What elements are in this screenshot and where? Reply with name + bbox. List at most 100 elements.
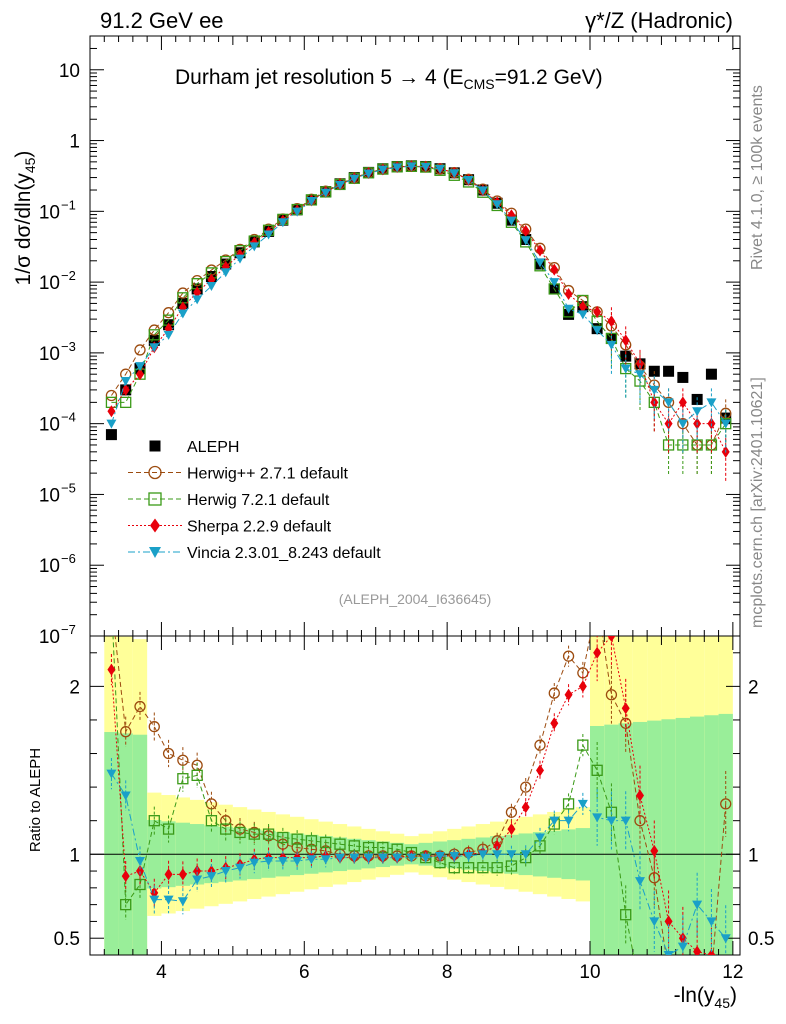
ratio-tick-label: 2	[69, 677, 80, 698]
y-tick-label: 10	[59, 61, 80, 82]
data-point	[564, 287, 573, 300]
ratio-point	[449, 851, 460, 861]
data-point	[506, 216, 517, 226]
ratio-point	[548, 687, 560, 699]
ratio-point	[606, 816, 617, 826]
legend-marker	[148, 465, 162, 480]
x-tick-label: 4	[156, 962, 167, 983]
data-point	[105, 429, 117, 441]
ratio-point	[578, 680, 587, 693]
series-line-1	[111, 165, 727, 446]
data-point	[263, 230, 274, 240]
ratio-point	[505, 806, 518, 818]
data-point	[306, 196, 317, 206]
band-inner	[118, 733, 133, 955]
legend-label: Sherpa 2.2.9 default	[187, 519, 332, 536]
series-line-2	[111, 165, 727, 446]
data-point	[335, 180, 345, 190]
y-tick-label: 10	[39, 556, 60, 577]
data-point	[677, 371, 689, 383]
data-point	[692, 407, 703, 417]
band-inner	[675, 717, 690, 955]
legend: ALEPH Herwig++ 2.7.1 default Herwig 7.2.1 …	[128, 439, 381, 562]
ratio-point	[163, 895, 174, 905]
legend-label: Vincia 2.3.01_8.243 default	[187, 545, 381, 562]
ratio-point	[492, 850, 503, 860]
data-point	[206, 282, 217, 292]
data-point	[621, 334, 630, 347]
data-point	[121, 383, 130, 396]
y-tick-label: 10	[39, 344, 60, 365]
main-series-layer	[105, 160, 732, 482]
y-tick-exponent: −3	[61, 339, 76, 354]
y-tick-label: 10	[39, 485, 60, 506]
data-point	[107, 405, 116, 418]
ratio-point	[605, 689, 618, 701]
ratio-uncertainty-bands	[104, 636, 733, 955]
data-point	[521, 224, 530, 237]
ratio-point	[234, 826, 246, 839]
ratio-point	[106, 769, 117, 779]
ratio-point	[306, 855, 317, 865]
ratio-point	[263, 856, 274, 866]
data-point	[563, 308, 575, 320]
ratio-point	[491, 862, 503, 874]
ratio-point	[120, 898, 132, 911]
x-tick-label: 10	[579, 962, 600, 983]
data-point	[193, 286, 202, 299]
y-tick-label: 10	[39, 273, 60, 294]
ratio-point	[277, 831, 289, 844]
data-point	[592, 326, 603, 336]
ratio-point	[121, 870, 130, 883]
data-point	[477, 186, 488, 196]
data-point	[363, 169, 374, 179]
mcplots-label: mcplots.cern.ch [arXiv:2401.10621]	[749, 377, 766, 628]
ratio-point	[392, 853, 403, 863]
rivet-version-label: Rivet 4.1.0, ≥ 100k events	[749, 85, 766, 270]
y-tick-label: 10	[39, 202, 60, 223]
band-inner	[718, 713, 733, 955]
ratio-point	[335, 853, 345, 863]
analysis-tag: (ALEPH_2004_I636645)	[339, 591, 492, 607]
x-tick-label: 12	[722, 962, 743, 983]
y-tick-exponent: −7	[61, 622, 76, 637]
ratio-point	[177, 897, 188, 907]
ratio-point	[663, 951, 674, 955]
y-tick-exponent: −6	[61, 551, 76, 566]
ratio-point	[620, 816, 631, 826]
y-axis-label: 1/σ dσ/dln(y45)	[12, 151, 38, 286]
ratio-plot-frame	[89, 635, 741, 956]
data-point	[636, 357, 644, 370]
data-point	[705, 368, 717, 380]
ratio-point	[477, 850, 488, 860]
ratio-point	[220, 815, 232, 827]
band-inner	[704, 715, 719, 955]
data-point	[663, 398, 674, 408]
data-point	[549, 278, 560, 288]
ratio-point	[292, 856, 303, 866]
ratio-point	[135, 856, 145, 866]
ratio-point	[693, 945, 702, 955]
data-point	[536, 244, 544, 257]
ratio-point	[562, 798, 575, 810]
data-point	[349, 174, 360, 184]
data-point	[220, 268, 231, 278]
ratio-point	[720, 798, 732, 810]
data-point	[606, 340, 617, 350]
data-point	[663, 365, 675, 377]
ratio-point	[349, 853, 360, 863]
data-point	[577, 310, 588, 320]
ratio-point	[563, 816, 574, 826]
data-point	[649, 385, 660, 395]
legend-marker	[148, 492, 162, 506]
ratio-point	[534, 739, 546, 751]
ratio-point	[149, 895, 160, 905]
y-tick-label: 10	[39, 627, 60, 648]
data-point	[135, 362, 145, 372]
ratio-point	[562, 650, 575, 662]
series-line-4	[110, 165, 727, 425]
ratio-point	[520, 781, 532, 793]
plot-title: Durham jet resolution 5 → 4 (ECMS=91.2 Ge…	[175, 66, 603, 92]
legend-marker	[149, 547, 161, 558]
header-right: γ*/Z (Hadronic)	[585, 8, 733, 33]
